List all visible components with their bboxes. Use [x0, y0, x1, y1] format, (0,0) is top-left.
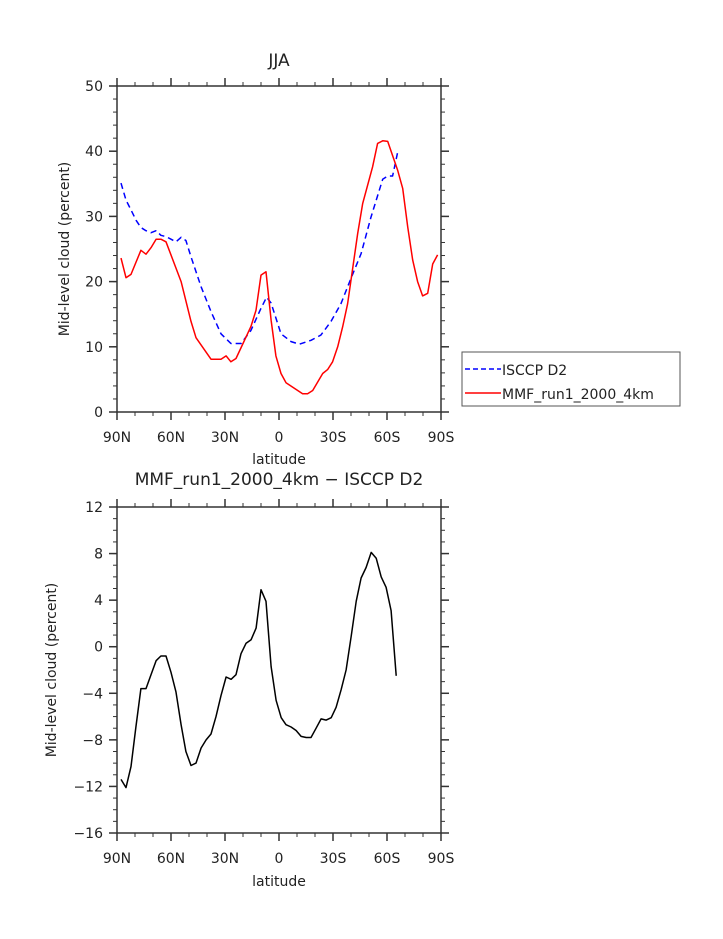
- y-tick-label: 4: [94, 593, 103, 609]
- y-tick-label: 50: [85, 79, 103, 95]
- x-tick-label: 0: [275, 851, 284, 867]
- y-tick-label: −12: [73, 779, 103, 795]
- y-tick-label: 40: [85, 144, 103, 160]
- y-tick-label: 10: [85, 340, 103, 356]
- y-tick-label: −16: [73, 826, 103, 842]
- top-panel-xlabel: latitude: [252, 452, 306, 468]
- x-tick-label: 90N: [103, 430, 131, 446]
- x-tick-label: 30S: [320, 851, 347, 867]
- x-tick-label: 90N: [103, 851, 131, 867]
- legend-box: [461, 351, 681, 407]
- x-tick-label: 60N: [157, 851, 185, 867]
- bottom-panel-ylabel: Mid-level cloud (percent): [44, 583, 60, 758]
- y-tick-label: −8: [82, 733, 103, 749]
- plot-frame: [116, 506, 442, 834]
- bottom-panel: MMF_run1_2000_4km − ISCCP D2 latitude Mi…: [44, 470, 454, 890]
- x-tick-label: 30N: [211, 430, 239, 446]
- legend-label-mmf: MMF_run1_2000_4km: [502, 387, 654, 403]
- legend: ISCCP D2 MMF_run1_2000_4km: [461, 351, 681, 407]
- x-tick-label: 60S: [374, 430, 401, 446]
- bottom-panel-xlabel: latitude: [252, 874, 306, 890]
- y-tick-label: 12: [85, 500, 103, 516]
- y-tick-label: 30: [85, 209, 103, 225]
- y-tick-label: 20: [85, 275, 103, 291]
- x-tick-label: 0: [275, 430, 284, 446]
- legend-label-isccp: ISCCP D2: [502, 363, 567, 379]
- y-tick-label: 0: [94, 405, 103, 421]
- x-tick-label: 90S: [428, 430, 455, 446]
- x-tick-label: 30S: [320, 430, 347, 446]
- y-tick-label: −4: [82, 686, 103, 702]
- series-line-isccp-d2: [120, 152, 399, 345]
- x-tick-label: 60S: [374, 851, 401, 867]
- y-tick-label: 8: [94, 547, 103, 563]
- series-line-mmf-run1-2000-4km: [120, 140, 439, 395]
- top-panel-title: JJA: [267, 51, 290, 71]
- y-tick-label: 0: [94, 640, 103, 656]
- x-tick-label: 90S: [428, 851, 455, 867]
- series-line-difference: [120, 551, 397, 789]
- top-panel-ylabel: Mid-level cloud (percent): [57, 162, 73, 337]
- plot-frame: [116, 85, 442, 413]
- bottom-panel-title: MMF_run1_2000_4km − ISCCP D2: [135, 470, 424, 490]
- x-tick-label: 30N: [211, 851, 239, 867]
- x-tick-label: 60N: [157, 430, 185, 446]
- top-panel: JJA latitude Mid-level cloud (percent) 9…: [57, 51, 454, 468]
